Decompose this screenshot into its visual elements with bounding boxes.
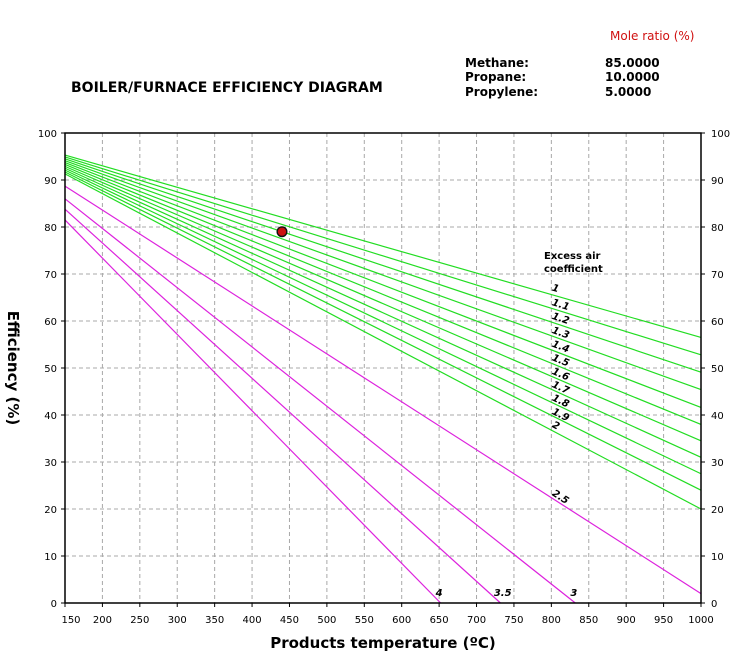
operating-point-marker xyxy=(276,226,288,238)
series-label-2-5: 2.5 xyxy=(550,488,571,507)
markers xyxy=(276,226,288,238)
x-tick-label: 500 xyxy=(317,615,336,626)
y-tick-label-right: 100 xyxy=(711,129,730,140)
series-label-1-1: 1.1 xyxy=(550,297,570,313)
y-tick-label-left: 10 xyxy=(44,552,57,563)
y-tick-label-right: 60 xyxy=(711,317,724,328)
y-tick-label-right: 80 xyxy=(711,223,724,234)
x-tick-label: 400 xyxy=(243,615,262,626)
y-tick-label-left: 50 xyxy=(44,364,57,375)
series-label-3-5: 3.5 xyxy=(494,588,512,599)
x-tick-label: 200 xyxy=(93,615,112,626)
x-tick-label: 350 xyxy=(205,615,224,626)
y-tick-label-right: 10 xyxy=(711,552,724,563)
y-tick-label-right: 30 xyxy=(711,458,724,469)
x-tick-label: 450 xyxy=(280,615,299,626)
excess-air-title-line1: Excess air xyxy=(544,251,601,262)
series-line-1-3 xyxy=(64,160,702,391)
series-line-1 xyxy=(64,154,702,339)
grid-lines xyxy=(65,133,701,603)
y-tick-label-left: 70 xyxy=(44,270,57,281)
y-tick-label-left: 80 xyxy=(44,223,57,234)
chart-title: BOILER/FURNACE EFFICIENCY DIAGRAM xyxy=(71,80,383,96)
y-tick-label-right: 70 xyxy=(711,270,724,281)
series-line-4 xyxy=(64,219,442,604)
y-axis-label: Efficiency (%) xyxy=(4,311,22,426)
x-tick-label: 550 xyxy=(355,615,374,626)
x-tick-label: 950 xyxy=(654,615,673,626)
series-label-3: 3 xyxy=(570,588,577,599)
mole-ratio-header: Mole ratio (%) xyxy=(610,29,694,43)
component-name-propane: Propane: xyxy=(465,70,526,84)
x-tick-label: 700 xyxy=(467,615,486,626)
series-line-1-8 xyxy=(64,169,702,475)
y-tick-label-left: 60 xyxy=(44,317,57,328)
component-name-methane: Methane: xyxy=(465,56,529,70)
series-label-1-8: 1.8 xyxy=(550,393,571,411)
series-line-3 xyxy=(64,198,576,604)
series-line-1-2 xyxy=(64,158,702,373)
series-label-1: 1 xyxy=(551,283,561,295)
component-name-propylene: Propylene: xyxy=(465,85,538,99)
y-tick-label-left: 30 xyxy=(44,458,57,469)
series-line-1-7 xyxy=(64,167,702,458)
excess-air-title-line2: coefficient xyxy=(544,264,603,275)
series-line-3-5 xyxy=(64,208,501,604)
series-line-1-9 xyxy=(64,171,702,491)
y-tick-label-left: 40 xyxy=(44,411,57,422)
x-tick-label: 800 xyxy=(542,615,561,626)
component-value-propylene: 5.0000 xyxy=(605,85,651,99)
series-label-2: 2 xyxy=(550,420,561,433)
series-label-1-2: 1.2 xyxy=(550,311,570,327)
x-tick-label: 300 xyxy=(168,615,187,626)
component-value-methane: 85.0000 xyxy=(605,56,660,70)
component-value-propane: 10.0000 xyxy=(605,70,660,84)
series-label-4: 4 xyxy=(435,588,443,599)
y-tick-label-left: 90 xyxy=(44,176,57,187)
x-axis-label: Products temperature (ºC) xyxy=(270,634,496,652)
y-tick-label-right: 90 xyxy=(711,176,724,187)
x-tick-label: 250 xyxy=(130,615,149,626)
series-line-1-4 xyxy=(64,162,702,409)
x-tick-label: 900 xyxy=(617,615,636,626)
x-tick-label: 750 xyxy=(504,615,523,626)
series-line-1-6 xyxy=(64,165,702,442)
y-tick-label-left: 100 xyxy=(38,129,57,140)
y-tick-label-right: 20 xyxy=(711,505,724,516)
x-tick-label: 1000 xyxy=(688,615,713,626)
tick-labels: 150 200 250 300 350 400 450 500 550 600 650 700 750 8… xyxy=(38,129,730,626)
x-tick-label: 650 xyxy=(430,615,449,626)
series-line-2 xyxy=(64,173,702,510)
y-tick-label-right: 50 xyxy=(711,364,724,375)
series-line-1-5 xyxy=(64,163,702,425)
y-tick-label-left: 20 xyxy=(44,505,57,516)
x-tick-label: 150 xyxy=(61,615,80,626)
x-tick-label: 600 xyxy=(392,615,411,626)
y-tick-label-right: 40 xyxy=(711,411,724,422)
series-group xyxy=(64,154,702,604)
y-tick-label-left: 0 xyxy=(51,599,57,610)
y-tick-label-right: 0 xyxy=(711,599,717,610)
series-line-2-5 xyxy=(64,185,702,595)
x-tick-label: 850 xyxy=(579,615,598,626)
curve-labels: 11.11.21.31.41.51.61.71.81.922.533.54 xyxy=(435,283,578,599)
series-line-1-1 xyxy=(64,156,702,356)
